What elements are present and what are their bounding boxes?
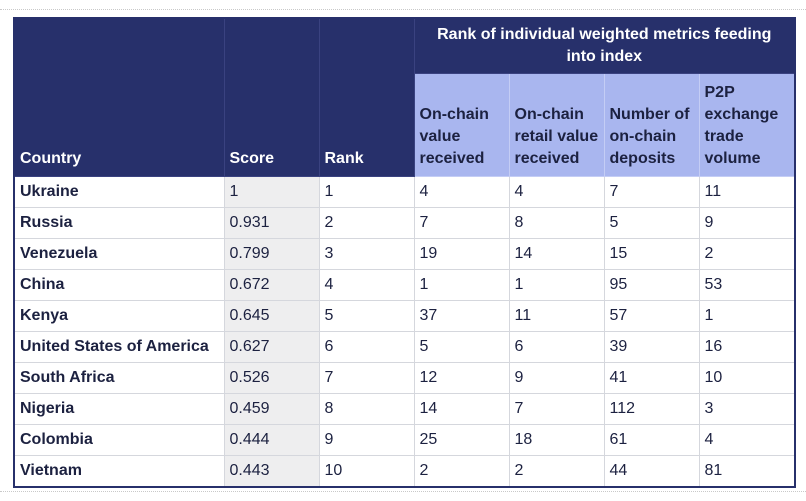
cell-onchain-retail: 2 xyxy=(508,455,605,488)
column-header-deposits: Number of on-chain deposits xyxy=(603,73,700,177)
table-row: Nigeria 0.459 8 14 7 112 3 xyxy=(13,393,796,425)
cell-onchain-retail: 11 xyxy=(508,300,605,332)
table-row: Vietnam 0.443 10 2 2 44 81 xyxy=(13,455,796,488)
cell-deposits: 7 xyxy=(603,176,700,208)
cell-rank: 9 xyxy=(318,424,415,456)
column-header-p2p: P2P exchange trade volume xyxy=(698,73,796,177)
table-row: Ukraine 1 1 4 4 7 11 xyxy=(13,176,796,208)
cell-p2p: 16 xyxy=(698,331,796,363)
table-row: Colombia 0.444 9 25 18 61 4 xyxy=(13,424,796,456)
cell-deposits: 44 xyxy=(603,455,700,488)
table-row: Kenya 0.645 5 37 11 57 1 xyxy=(13,300,796,332)
table-row: United States of America 0.627 6 5 6 39 … xyxy=(13,331,796,363)
column-header-onchain-retail: On-chain retail value received xyxy=(508,73,605,177)
cell-deposits: 61 xyxy=(603,424,700,456)
cell-p2p: 81 xyxy=(698,455,796,488)
cell-deposits: 5 xyxy=(603,207,700,239)
cell-onchain-retail: 8 xyxy=(508,207,605,239)
cell-rank: 10 xyxy=(318,455,415,488)
cell-p2p: 10 xyxy=(698,362,796,394)
cell-score: 0.443 xyxy=(223,455,320,488)
cell-score: 0.931 xyxy=(223,207,320,239)
cell-onchain-value: 37 xyxy=(413,300,510,332)
cell-onchain-retail: 6 xyxy=(508,331,605,363)
cell-score: 1 xyxy=(223,176,320,208)
cell-p2p: 4 xyxy=(698,424,796,456)
cell-p2p: 2 xyxy=(698,238,796,270)
cell-onchain-retail: 18 xyxy=(508,424,605,456)
cell-country: Ukraine xyxy=(13,176,225,208)
cell-onchain-value: 2 xyxy=(413,455,510,488)
cell-deposits: 95 xyxy=(603,269,700,301)
cell-deposits: 57 xyxy=(603,300,700,332)
cell-country: China xyxy=(13,269,225,301)
cell-onchain-value: 7 xyxy=(413,207,510,239)
cell-onchain-retail: 14 xyxy=(508,238,605,270)
cell-score: 0.526 xyxy=(223,362,320,394)
cell-score: 0.645 xyxy=(223,300,320,332)
cell-country: Venezuela xyxy=(13,238,225,270)
cell-rank: 4 xyxy=(318,269,415,301)
cell-country: Vietnam xyxy=(13,455,225,488)
cell-deposits: 41 xyxy=(603,362,700,394)
bottom-divider xyxy=(0,491,806,501)
cell-country: Kenya xyxy=(13,300,225,332)
cell-rank: 2 xyxy=(318,207,415,239)
cell-deposits: 39 xyxy=(603,331,700,363)
cell-onchain-value: 14 xyxy=(413,393,510,425)
cell-score: 0.627 xyxy=(223,331,320,363)
cell-p2p: 9 xyxy=(698,207,796,239)
table-row: Venezuela 0.799 3 19 14 15 2 xyxy=(13,238,796,270)
cell-country: South Africa xyxy=(13,362,225,394)
cell-score: 0.444 xyxy=(223,424,320,456)
column-header-country: Country xyxy=(13,17,225,177)
table-row: South Africa 0.526 7 12 9 41 10 xyxy=(13,362,796,394)
cell-country: Colombia xyxy=(13,424,225,456)
cell-onchain-value: 25 xyxy=(413,424,510,456)
cell-onchain-value: 19 xyxy=(413,238,510,270)
cell-rank: 5 xyxy=(318,300,415,332)
cell-score: 0.672 xyxy=(223,269,320,301)
cell-onchain-retail: 4 xyxy=(508,176,605,208)
cell-onchain-value: 12 xyxy=(413,362,510,394)
cell-rank: 3 xyxy=(318,238,415,270)
cell-p2p: 3 xyxy=(698,393,796,425)
cell-country: Russia xyxy=(13,207,225,239)
cell-onchain-retail: 9 xyxy=(508,362,605,394)
table-row: Russia 0.931 2 7 8 5 9 xyxy=(13,207,796,239)
cell-rank: 6 xyxy=(318,331,415,363)
group-header-weighted-metrics: Rank of individual weighted metrics feed… xyxy=(413,17,796,74)
cell-country: Nigeria xyxy=(13,393,225,425)
cell-score: 0.799 xyxy=(223,238,320,270)
cell-p2p: 11 xyxy=(698,176,796,208)
cell-onchain-retail: 1 xyxy=(508,269,605,301)
cell-p2p: 53 xyxy=(698,269,796,301)
cell-country: United States of America xyxy=(13,331,225,363)
column-header-onchain-value: On-chain value received xyxy=(413,73,510,177)
cell-rank: 1 xyxy=(318,176,415,208)
cell-onchain-value: 5 xyxy=(413,331,510,363)
cell-p2p: 1 xyxy=(698,300,796,332)
cell-rank: 8 xyxy=(318,393,415,425)
crypto-adoption-index-table: Country Score Rank Rank of individual we… xyxy=(13,17,797,488)
cell-score: 0.459 xyxy=(223,393,320,425)
column-header-rank: Rank xyxy=(318,17,415,177)
cell-deposits: 15 xyxy=(603,238,700,270)
column-header-score: Score xyxy=(223,17,320,177)
cell-onchain-value: 4 xyxy=(413,176,510,208)
table-row: China 0.672 4 1 1 95 53 xyxy=(13,269,796,301)
top-divider xyxy=(0,0,806,10)
cell-onchain-retail: 7 xyxy=(508,393,605,425)
cell-rank: 7 xyxy=(318,362,415,394)
cell-deposits: 112 xyxy=(603,393,700,425)
cell-onchain-value: 1 xyxy=(413,269,510,301)
